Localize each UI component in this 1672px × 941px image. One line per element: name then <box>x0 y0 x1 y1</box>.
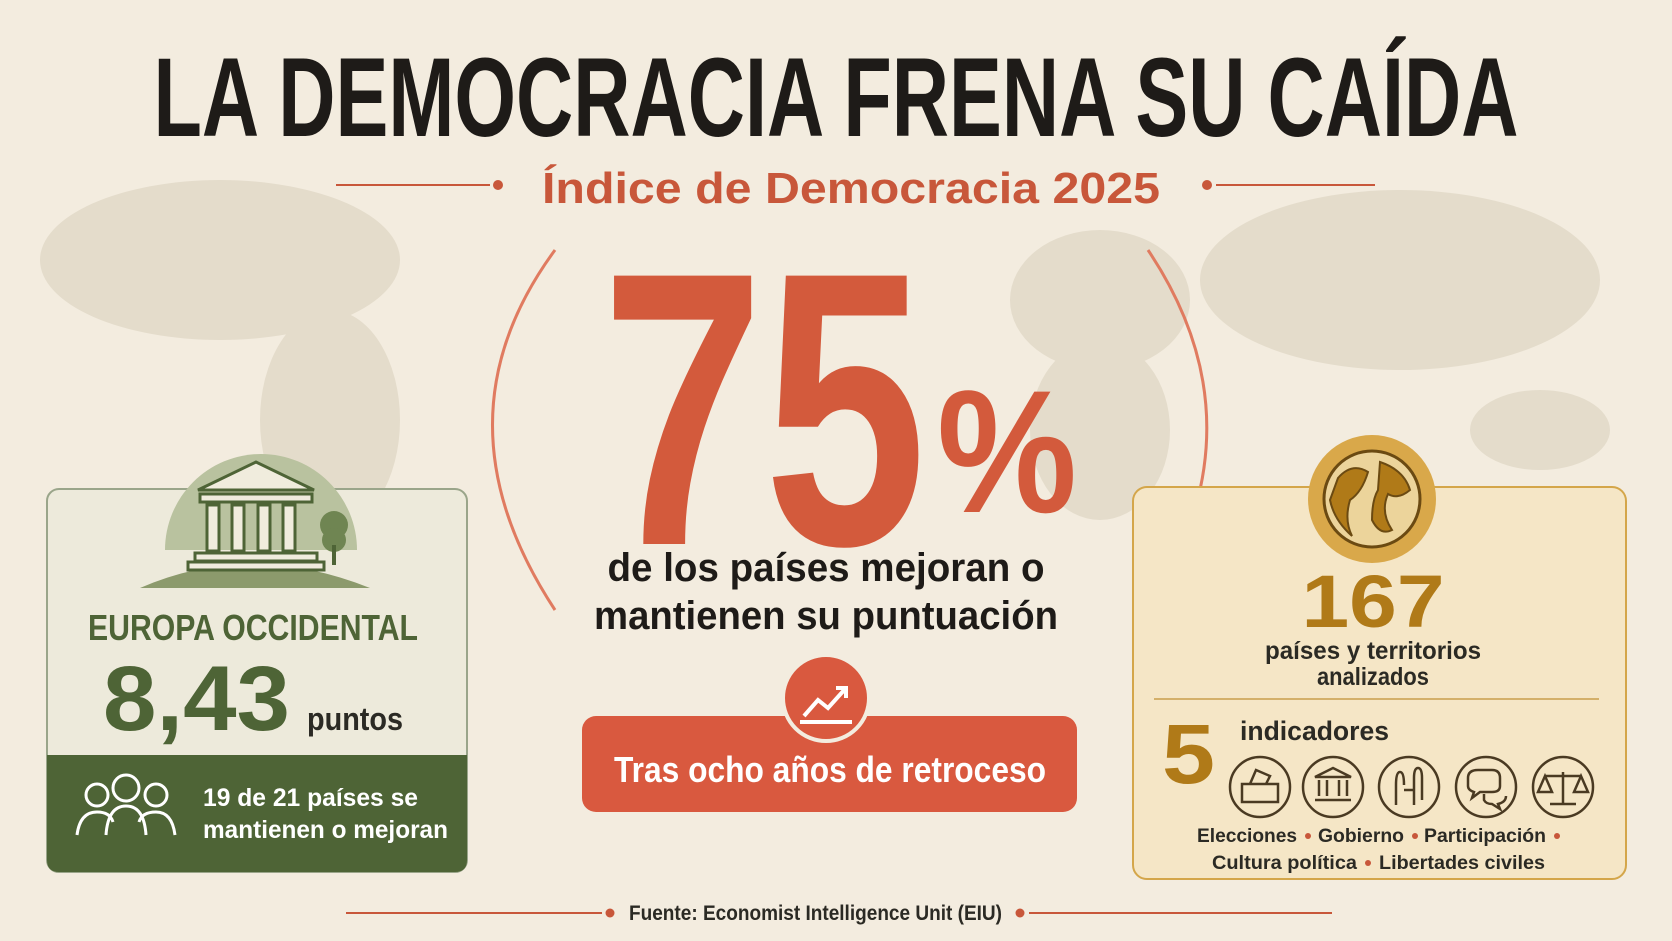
people-icon <box>75 773 177 836</box>
indicator-name: Libertades civiles <box>1379 853 1545 874</box>
indicator-name: Participación <box>1424 826 1546 847</box>
subtitle: Índice de Democracia 2025 <box>542 163 1160 213</box>
building-icon <box>140 454 370 588</box>
countries-label: países y territorios <box>1265 637 1481 665</box>
globe-icon <box>1308 435 1436 563</box>
region-name: EUROPA OCCIDENTAL <box>88 607 418 648</box>
indicators-figure: 5 <box>1162 707 1215 801</box>
footer-rule <box>346 908 1332 918</box>
indicator-name: Gobierno <box>1318 826 1404 847</box>
trend-icon <box>781 653 871 743</box>
left-panel-footer <box>47 755 467 872</box>
caption-line: mantienen su puntuación <box>594 594 1058 638</box>
region-note: 19 de 21 países se <box>203 784 418 812</box>
indicator-name: Elecciones <box>1197 826 1297 847</box>
region-note: mantienen o mejoran <box>203 816 448 844</box>
countries-label: analizados <box>1317 663 1429 691</box>
region-score: 8,43 <box>103 648 290 750</box>
indicator-bullets <box>1305 833 1560 866</box>
title: LA DEMOCRACIA FRENA SU CAÍDA <box>154 35 1519 160</box>
countries-figure: 167 <box>1302 560 1445 643</box>
trend-arrow <box>800 686 852 724</box>
score-unit: puntos <box>307 701 403 737</box>
indicator-name: Cultura política <box>1212 853 1357 874</box>
big-unit: % <box>937 355 1077 550</box>
banner <box>582 716 1077 812</box>
source: Fuente: Economist Intelligence Unit (EIU… <box>629 902 1002 925</box>
indicator-icons <box>1228 755 1595 819</box>
indicators-label: indicadores <box>1240 716 1389 746</box>
banner-text: Tras ocho años de retroceso <box>614 749 1046 790</box>
world-map <box>40 180 1610 530</box>
subtitle-rule <box>336 180 1375 190</box>
caption-line: de los países mejoran o <box>608 546 1045 590</box>
big-figure: 75 <box>602 191 927 627</box>
